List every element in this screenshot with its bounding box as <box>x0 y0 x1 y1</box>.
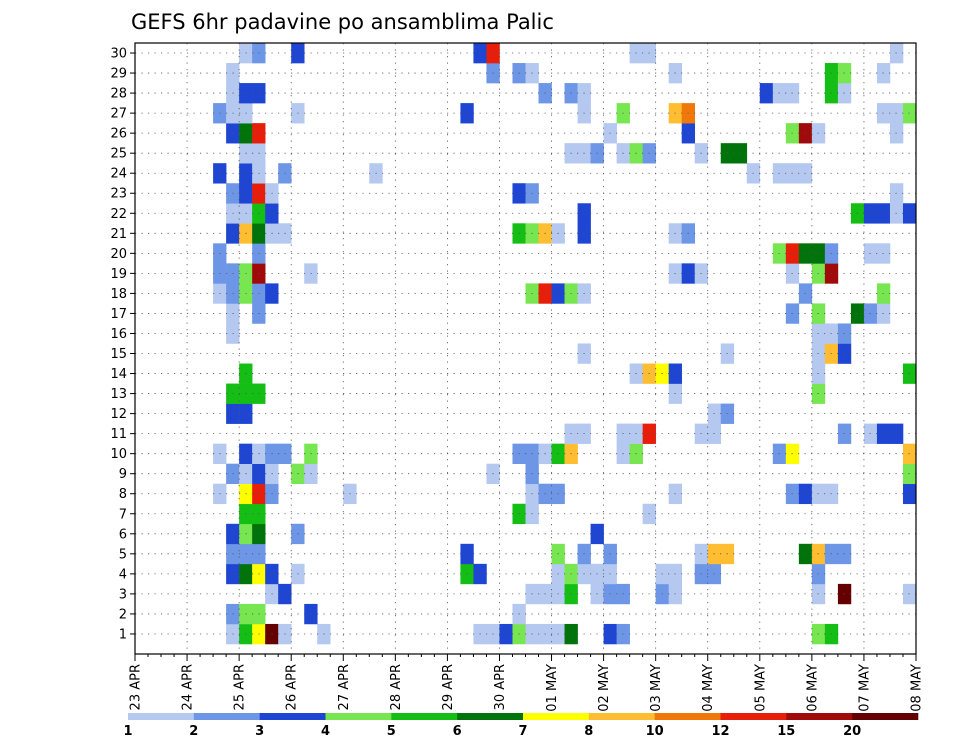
colorbar-label: 5 <box>387 724 396 739</box>
colorbar-swatch <box>523 713 590 720</box>
y-tick-label: 12 <box>110 407 127 422</box>
x-tick-label: 02 MAY <box>597 664 612 712</box>
x-tick-label: 07 MAY <box>857 664 872 712</box>
x-tick-label: 25 APR <box>233 664 248 710</box>
y-tick-label: 10 <box>110 447 127 462</box>
y-tick-label: 14 <box>110 367 127 382</box>
y-tick-label: 2 <box>119 607 127 622</box>
y-tick-label: 30 <box>110 47 127 62</box>
y-tick-label: 17 <box>110 307 127 322</box>
x-tick-label: 30 APR <box>493 664 508 710</box>
y-tick-label: 4 <box>119 567 127 582</box>
y-axis-ticks: 1234567891011121314151617181920212223242… <box>110 47 135 642</box>
y-tick-label: 9 <box>119 467 127 482</box>
colorbar-label: 2 <box>189 724 198 739</box>
y-tick-label: 20 <box>110 247 127 262</box>
colorbar-swatch <box>852 713 919 720</box>
colorbar-label: 6 <box>453 724 462 739</box>
colorbar-label: 12 <box>711 724 729 739</box>
x-tick-label: 03 MAY <box>649 664 664 712</box>
colorbar-swatch <box>720 713 787 720</box>
x-tick-label: 06 MAY <box>805 664 820 712</box>
y-tick-label: 28 <box>110 87 127 102</box>
x-tick-label: 08 MAY <box>910 664 925 712</box>
colorbar-label: 1 <box>123 724 132 739</box>
colorbar-swatch <box>128 713 195 720</box>
y-tick-label: 11 <box>110 427 127 442</box>
colorbar-swatch <box>193 713 260 720</box>
x-axis-ticks: 23 APR 24 APR 25 APR 26 APR 27 APR 28 APR 29 A… <box>129 654 925 712</box>
x-tick-label: 01 MAY <box>545 664 560 712</box>
x-tick-label: 29 APR <box>441 664 456 710</box>
colorbar-label: 10 <box>646 724 664 739</box>
x-tick-label: 24 APR <box>181 664 196 710</box>
y-tick-label: 29 <box>110 67 127 82</box>
y-tick-label: 18 <box>110 287 127 302</box>
colorbar-label: 15 <box>777 724 795 739</box>
y-tick-label: 7 <box>119 507 127 522</box>
colorbar-label: 3 <box>255 724 264 739</box>
y-tick-label: 27 <box>110 107 127 122</box>
colorbar-label: 8 <box>584 724 593 739</box>
colorbar-label: 4 <box>321 724 330 739</box>
y-tick-label: 13 <box>110 387 127 402</box>
colorbar-swatch <box>654 713 721 720</box>
y-tick-label: 16 <box>110 327 127 342</box>
chart-title: GEFS 6hr padavine po ansamblima Palic <box>131 10 554 34</box>
y-tick-label: 21 <box>110 227 127 242</box>
x-tick-label: 05 MAY <box>753 664 768 712</box>
y-tick-label: 22 <box>110 207 127 222</box>
y-tick-label: 24 <box>110 167 127 182</box>
x-tick-label: 28 APR <box>389 664 404 710</box>
y-tick-label: 8 <box>119 487 127 502</box>
x-tick-label: 27 APR <box>337 664 352 710</box>
y-tick-label: 5 <box>119 547 127 562</box>
y-tick-label: 1 <box>119 627 127 642</box>
x-tick-label: 04 MAY <box>701 664 716 712</box>
y-tick-label: 6 <box>119 527 127 542</box>
y-tick-label: 15 <box>110 347 127 362</box>
y-tick-label: 25 <box>110 147 127 162</box>
y-tick-label: 19 <box>110 267 127 282</box>
colorbar-swatch <box>786 713 853 720</box>
colorbar-label: 20 <box>843 724 861 739</box>
colorbar: 1 2 3 4 5 6 7 8 10 12 15 20 <box>123 713 919 739</box>
colorbar-swatch <box>391 713 458 720</box>
y-tick-label: 3 <box>119 587 127 602</box>
colorbar-swatch <box>588 713 655 720</box>
colorbar-swatch <box>457 713 524 720</box>
colorbar-swatch <box>259 713 326 720</box>
colorbar-swatch <box>325 713 392 720</box>
colorbar-label: 7 <box>518 724 527 739</box>
y-tick-label: 26 <box>110 127 127 142</box>
x-tick-label: 26 APR <box>285 664 300 710</box>
x-tick-label: 23 APR <box>129 664 144 710</box>
grid-lines <box>135 43 917 654</box>
y-tick-label: 23 <box>110 187 127 202</box>
